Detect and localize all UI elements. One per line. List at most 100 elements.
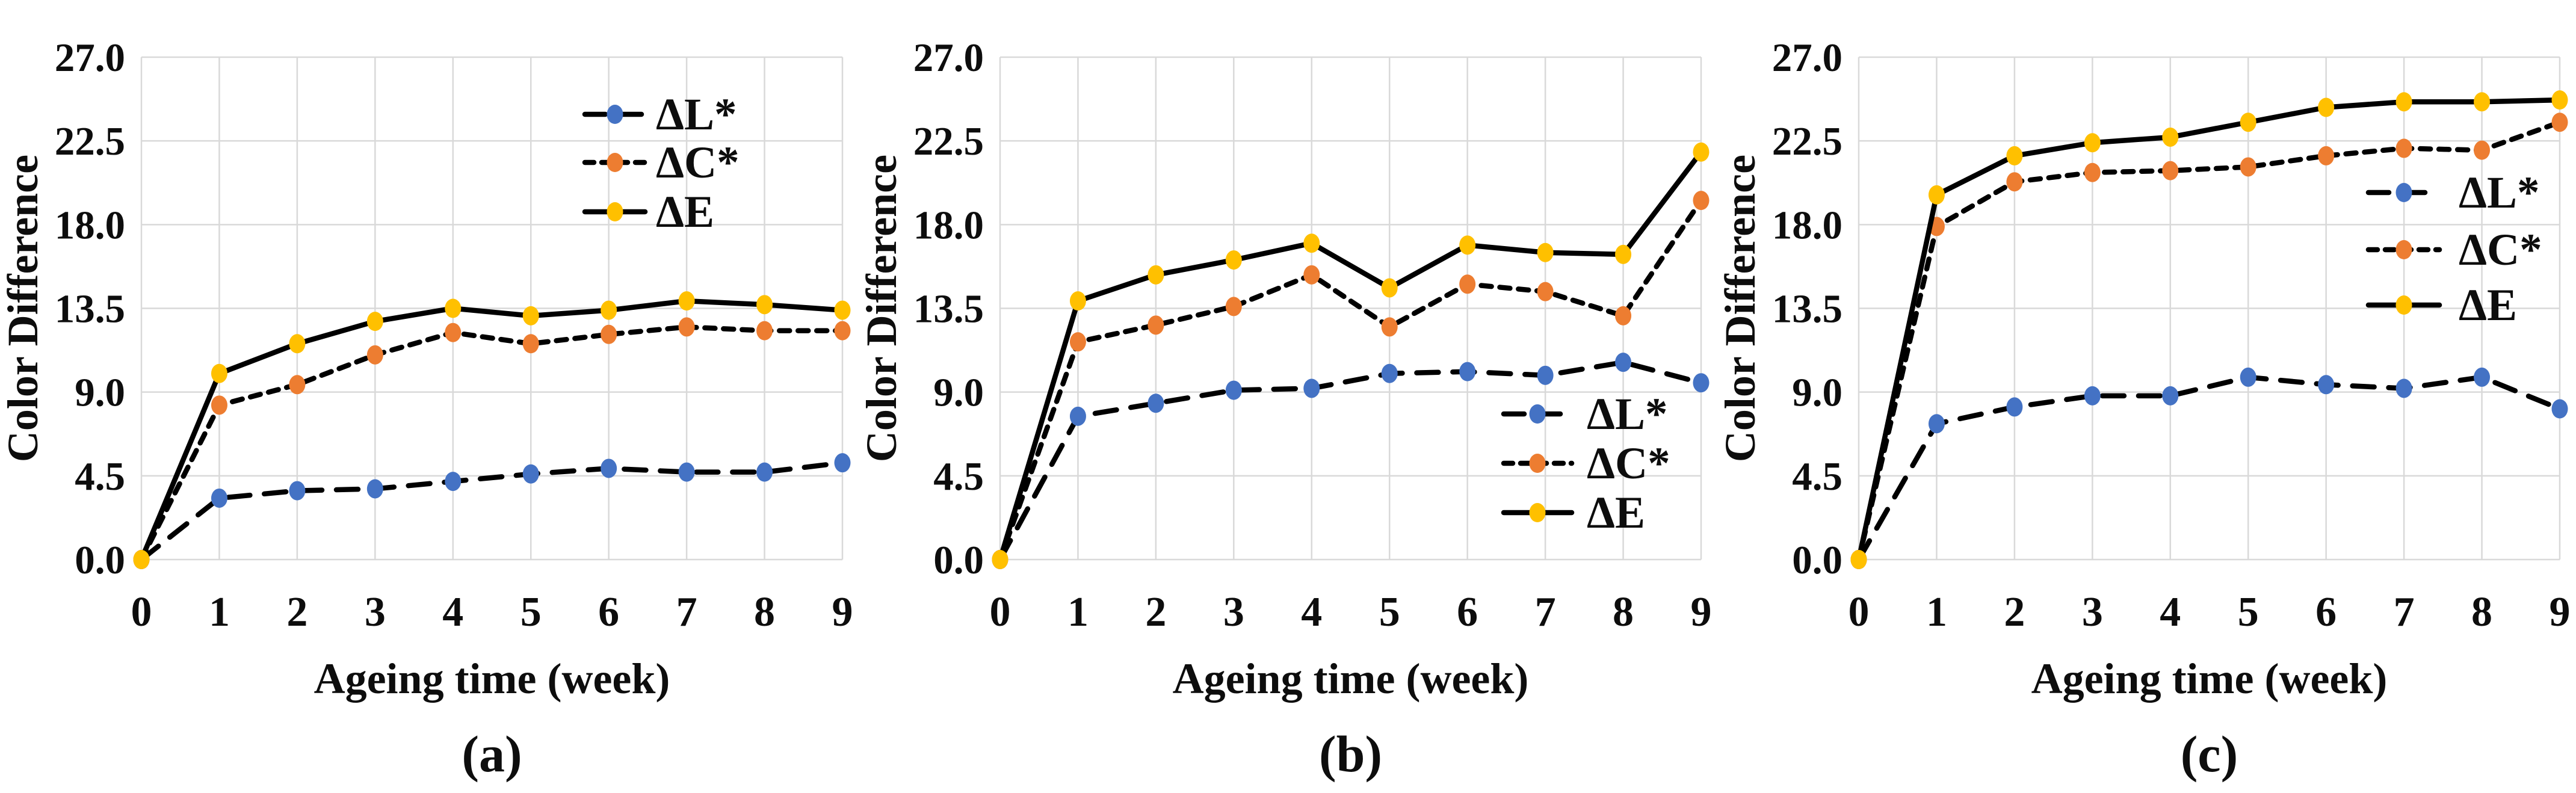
series-line [997,149,1704,563]
x-tick-label: 4 [1301,589,1322,635]
legend-label: ΔL* [2459,168,2540,218]
series-line [1856,97,2563,563]
series-line [138,298,845,563]
x-tick-label: 2 [286,589,307,635]
data-point-marker [678,291,695,311]
x-tick-label: 0 [990,589,1011,635]
data-point-marker [2395,378,2412,398]
data-point-marker [1069,332,1086,352]
data-point-marker [2162,386,2179,406]
x-tick-label: 7 [2394,589,2415,635]
legend-item: ΔE [582,187,714,237]
data-point-marker [445,298,462,318]
x-tick-label: 3 [2082,589,2103,635]
legend-label: ΔL* [1587,389,1668,439]
y-tick-label: 22.5 [55,119,125,164]
data-point-marker [445,322,462,342]
chart-svg-c: 0.0 4.5 9.0 13.5 18.0 22.5 27.0 0 1 2 3 4 5 6 7 8 9 Agein… [1717,35,2571,783]
x-axis-title: Ageing time (week) [314,655,670,703]
data-point-marker [211,488,227,508]
legend-item: ΔC* [1501,439,1670,489]
data-point-marker [1225,250,1242,270]
y-tick-label: 22.5 [913,119,984,164]
data-point-marker [2162,161,2179,181]
y-tick-label: 4.5 [933,454,984,499]
x-tick-label: 7 [1535,589,1556,635]
data-point-marker [1147,315,1164,335]
data-point-marker [1693,373,1710,393]
data-point-marker [2240,157,2256,177]
y-tick-label: 27.0 [913,35,984,80]
data-point-marker [1693,191,1710,211]
legend-marker-icon [607,105,623,124]
y-tick-label: 0.0 [933,538,984,582]
legend-item: ΔL* [582,90,737,140]
data-point-marker [1303,233,1320,253]
data-point-marker [2474,367,2491,387]
chart-panel-b: 0.0 4.5 9.0 13.5 18.0 22.5 27.0 0 1 2 3 4 5 6 7 8 9 Agein… [859,0,1717,793]
legend-label: ΔE [2459,280,2517,330]
x-tick-label: 3 [1223,589,1244,635]
data-point-marker [2084,162,2101,182]
y-tick-label: 13.5 [55,287,125,332]
x-tick-label: 2 [2004,589,2025,635]
data-point-marker [1615,306,1632,326]
y-tick-label: 0.0 [75,538,125,582]
y-tick-label: 27.0 [55,35,125,80]
y-tick-label: 9.0 [933,371,984,415]
y-tick-label: 18.0 [55,203,125,247]
legend-label: ΔL* [656,90,737,140]
data-point-marker [601,300,617,320]
data-point-marker [211,363,227,383]
data-point-marker [1459,362,1476,381]
x-tick-label: 8 [2471,589,2492,635]
data-point-marker [1225,297,1242,316]
data-point-marker [1381,317,1398,337]
data-point-marker [2006,172,2023,192]
x-tick-label: 0 [131,589,152,635]
x-tick-label: 6 [598,589,619,635]
data-point-marker [2006,397,2023,417]
data-point-marker [2395,92,2412,112]
legend-marker-icon [607,153,623,172]
data-point-marker [1537,365,1554,385]
x-tick-label: 2 [1145,589,1166,635]
chart-caption: (a) [462,725,522,783]
data-point-marker [366,479,383,499]
y-tick-label: 18.0 [913,203,984,247]
x-tick-label: 0 [1849,589,1870,635]
series-line [997,197,1704,563]
data-point-marker [2395,138,2412,158]
legend-marker-icon [2395,295,2412,315]
x-tick-label: 5 [1379,589,1400,635]
data-point-marker [601,324,617,344]
x-tick-label: 4 [442,589,463,635]
data-point-marker [2240,113,2256,132]
data-point-marker [1147,393,1164,413]
legend-marker-icon [1529,503,1546,522]
y-axis-title: Color Difference [1717,155,1764,462]
data-point-marker [1615,244,1632,264]
data-point-marker [366,345,383,365]
data-point-marker [1381,278,1398,298]
y-axis-title: Color Difference [859,155,906,462]
series-line [1856,374,2563,563]
data-point-marker [1537,242,1554,262]
data-point-marker [1069,291,1086,311]
data-point-marker [1928,414,1945,434]
x-tick-label: 8 [1613,589,1634,635]
data-point-marker [1069,406,1086,426]
data-point-marker [2474,92,2491,112]
x-tick-label: 1 [1926,589,1947,635]
data-point-marker [1225,380,1242,400]
data-point-marker [2551,113,2568,132]
x-tick-label: 8 [754,589,775,635]
data-point-marker [834,300,851,320]
y-tick-label: 4.5 [75,454,125,499]
legend-item: ΔE [1501,488,1645,538]
data-point-marker [522,464,539,484]
data-point-marker [678,317,695,337]
legend-marker-icon [1529,454,1546,473]
data-point-marker [834,453,851,473]
